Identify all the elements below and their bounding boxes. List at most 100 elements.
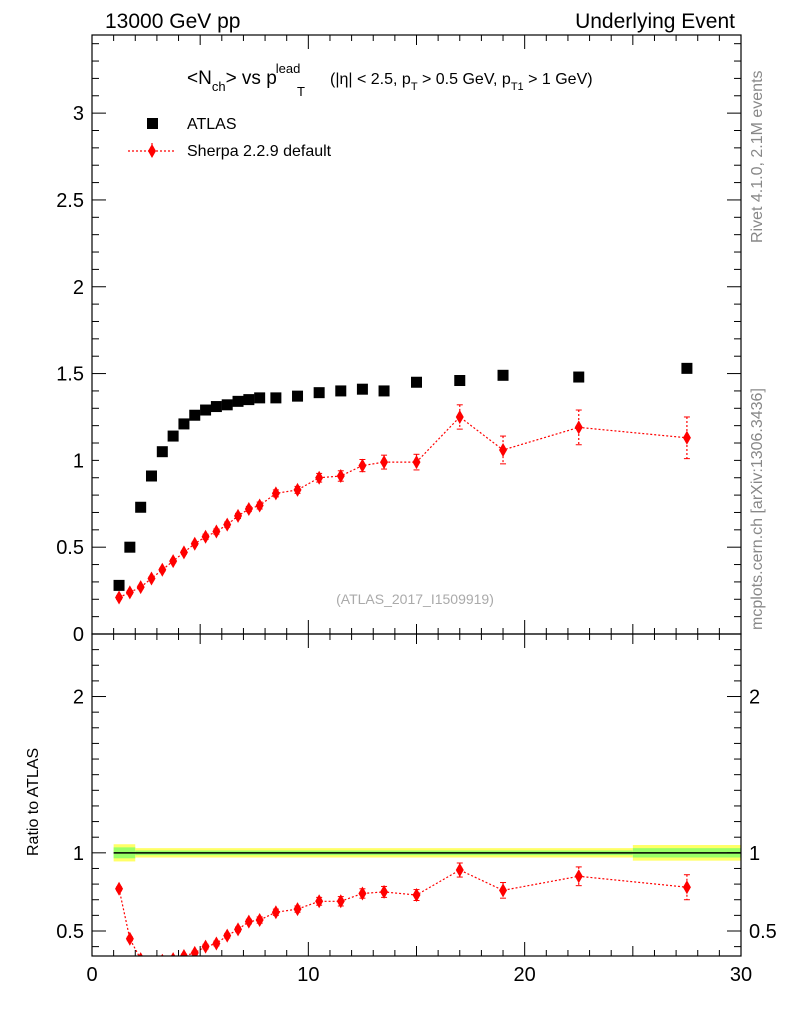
main-y-tick-label: 1 xyxy=(73,450,84,472)
ratio-y-tick-label-right: 0.5 xyxy=(749,921,777,943)
ratio-mc-point xyxy=(201,939,210,954)
main-y-tick-label: 2.5 xyxy=(56,190,84,212)
ratio-x-tick-label: 0 xyxy=(86,964,97,986)
rivet-label: Rivet 4.1.0, 2.1M events xyxy=(749,70,766,243)
main-mc-point xyxy=(147,571,156,586)
main-y-tick-label: 0 xyxy=(73,624,84,646)
ratio-mc-point xyxy=(190,945,199,956)
ratio-mc-point xyxy=(682,880,691,895)
main-data-point xyxy=(573,371,585,383)
ratio-mc-point xyxy=(244,914,253,929)
title-sup: lead xyxy=(276,61,301,76)
title-sub1: ch xyxy=(212,79,226,94)
main-data-point xyxy=(356,383,368,395)
main-mc-point xyxy=(201,529,210,544)
ratio-mc-point xyxy=(336,894,345,909)
title-mid: > vs p xyxy=(226,68,277,89)
main-data-point xyxy=(292,390,304,402)
main-y-tick-label: 0.5 xyxy=(56,537,84,559)
ratio-mc-point xyxy=(138,952,143,956)
title-cond-c: > 0.5 GeV, p xyxy=(418,71,511,88)
main-mc-line xyxy=(118,416,687,599)
main-data-point xyxy=(135,501,147,513)
title-cond-d: T1 xyxy=(511,81,524,93)
main-mc-point xyxy=(190,536,199,551)
ratio-x-tick-label: 20 xyxy=(514,964,536,986)
main-y-tick-label: 3 xyxy=(73,103,84,125)
ratio-mc-point xyxy=(212,936,221,951)
main-data-point xyxy=(313,387,325,399)
header-left: 13000 GeV pp xyxy=(105,10,240,33)
title-cond-b: T xyxy=(411,81,418,93)
main-mc-point xyxy=(271,486,280,501)
ratio-mc-point xyxy=(255,913,264,928)
ratio-mc-point xyxy=(293,902,302,917)
main-data-point xyxy=(200,404,212,416)
main-mc-point xyxy=(682,430,691,445)
ratio-mc-point xyxy=(574,869,583,884)
legend-sherpa-marker xyxy=(148,144,156,158)
main-mc-point xyxy=(212,524,221,539)
main-data-point xyxy=(270,392,282,404)
main-y-tick-label: 2 xyxy=(73,277,84,299)
ratio-y-tick-label-right: 1 xyxy=(749,843,760,865)
ratio-mc-point xyxy=(115,881,124,896)
ratio-series xyxy=(115,862,691,956)
ratio-panel: 0 10 20 30 0.5 0.5 1 1 2 2 xyxy=(56,633,777,986)
main-data-point xyxy=(497,369,509,381)
main-data-point xyxy=(378,385,390,397)
legend-atlas-marker xyxy=(147,118,158,129)
main-data-point xyxy=(210,401,222,413)
main-data-point xyxy=(178,418,190,430)
legend-sherpa-label: Sherpa 2.2.9 default xyxy=(187,143,332,160)
ratio-mc-point xyxy=(358,886,367,901)
main-mc-point xyxy=(499,442,508,457)
main-data-point xyxy=(145,470,157,482)
main-mc-point xyxy=(244,501,253,516)
main-mc-point xyxy=(158,562,167,577)
ratio-x-tick-label: 30 xyxy=(730,964,752,986)
main-data-point xyxy=(335,385,347,397)
ratio-ylabel: Ratio to ATLAS xyxy=(25,748,42,856)
title-cond-a: (|η| < 2.5, p xyxy=(330,71,411,88)
main-data-point xyxy=(411,376,422,388)
main-data-point xyxy=(113,579,125,591)
ratio-mc-point xyxy=(412,888,421,903)
main-data-point xyxy=(243,394,255,406)
ratio-mc-point xyxy=(234,922,243,937)
ratio-x-tick-label: 10 xyxy=(297,964,319,986)
main-mc-point xyxy=(223,517,232,532)
main-mc-point xyxy=(574,420,583,435)
main-mc-point xyxy=(179,545,188,560)
main-data-point xyxy=(221,399,233,411)
ratio-mc-point xyxy=(499,883,508,898)
ratio-mc-point xyxy=(125,931,134,946)
legend: ATLAS Sherpa 2.2.9 default xyxy=(128,116,332,160)
ratio-mc-point xyxy=(151,955,152,956)
main-plot-title: <Nch> vs plead T(|η| < 2.5, pT > 0.5 GeV,… xyxy=(187,61,593,99)
main-mc-point xyxy=(455,409,464,424)
main-data-point xyxy=(156,446,168,458)
analysis-watermark: (ATLAS_2017_I1509919) xyxy=(336,591,494,607)
main-mc-point xyxy=(234,508,243,523)
legend-atlas-label: ATLAS xyxy=(187,116,237,133)
main-mc-point xyxy=(315,470,324,485)
main-panel: 0 0.5 1 1.5 2 2.5 3 xyxy=(56,34,742,646)
main-data-point xyxy=(167,430,179,442)
main-data-point xyxy=(124,541,136,553)
ratio-mc-point xyxy=(179,949,188,956)
main-mc-point xyxy=(136,580,145,595)
main-mc-point xyxy=(169,554,178,569)
ratio-y-tick-label: 1 xyxy=(73,843,84,865)
main-mc-point xyxy=(125,585,134,600)
ratio-mc-point xyxy=(223,928,232,943)
ratio-frame xyxy=(91,633,742,957)
main-mc-point xyxy=(358,458,367,473)
title-cond-e: > 1 GeV) xyxy=(524,71,593,88)
ratio-y-tick-label: 0.5 xyxy=(56,921,84,943)
ratio-y-tick-label-right: 2 xyxy=(749,687,760,709)
main-data-point xyxy=(232,395,244,407)
ratio-y-tick-label: 2 xyxy=(73,687,84,709)
main-data-point xyxy=(681,362,693,374)
